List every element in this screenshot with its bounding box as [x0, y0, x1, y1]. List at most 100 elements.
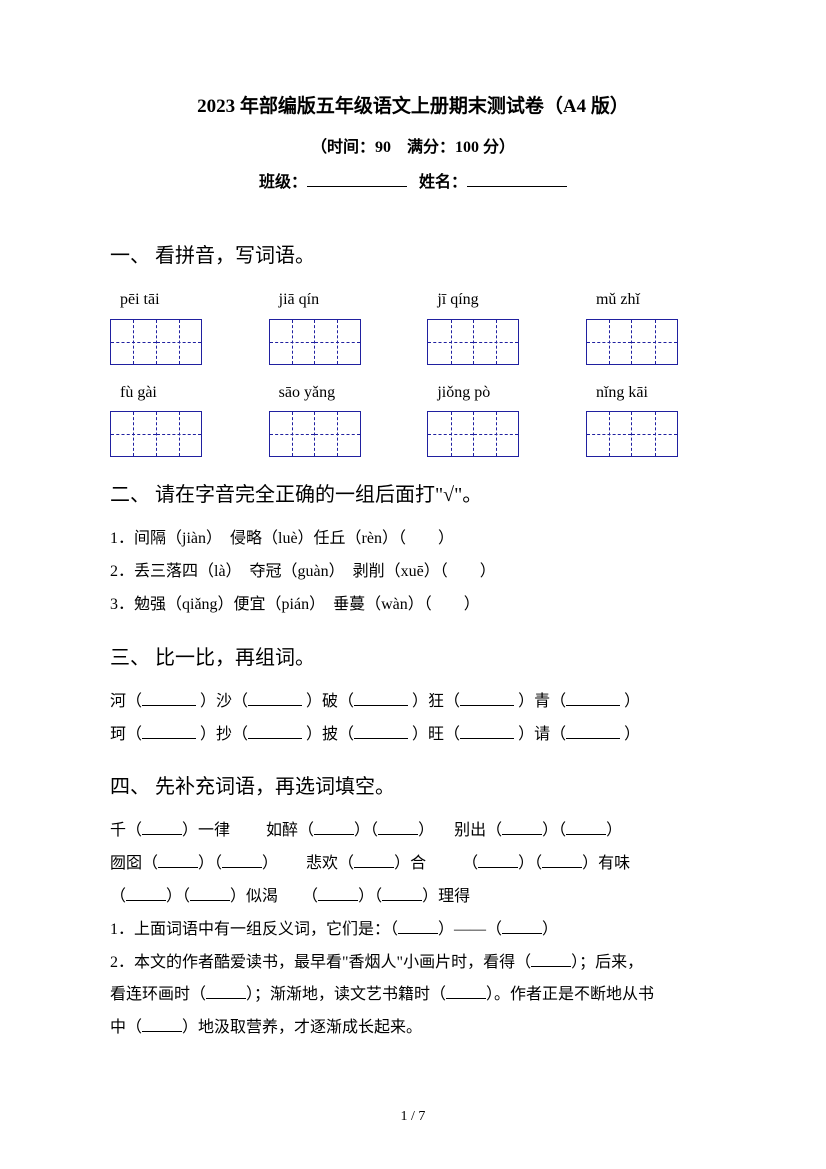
- char-grid[interactable]: [110, 319, 202, 365]
- text: 2．本文的作者酷爱读书，最早看"香烟人"小画片时，看得（: [110, 954, 531, 971]
- text: ）（: [358, 888, 382, 905]
- section2-item: 1．间隔（jiàn） 侵略（luè）任丘（rèn）（ ）: [110, 525, 716, 554]
- fill-blank[interactable]: [222, 854, 262, 868]
- fill-blank[interactable]: [142, 691, 196, 705]
- text: ）狂（: [412, 693, 460, 710]
- fill-blank[interactable]: [126, 887, 166, 901]
- fill-blank[interactable]: [190, 887, 230, 901]
- fill-blank[interactable]: [566, 821, 606, 835]
- fill-blank[interactable]: [314, 821, 354, 835]
- char-grid[interactable]: [586, 319, 678, 365]
- section4-q2a: 2．本文的作者酷爱读书，最早看"香烟人"小画片时，看得（ ）；后来，: [110, 949, 716, 978]
- fill-blank[interactable]: [142, 724, 196, 738]
- text: ）（: [542, 822, 566, 839]
- name-label: 姓名：: [419, 174, 467, 191]
- char-grid[interactable]: [427, 411, 519, 457]
- fill-blank[interactable]: [566, 691, 620, 705]
- text: （: [302, 888, 318, 905]
- char-grid[interactable]: [427, 319, 519, 365]
- fill-blank[interactable]: [460, 724, 514, 738]
- pinyin-row-1: pēi tāi jiā qín jī qíng mǔ zhǐ: [110, 286, 716, 365]
- class-blank[interactable]: [307, 171, 407, 187]
- text: ）（: [198, 855, 222, 872]
- text: 珂（: [110, 726, 142, 743]
- section4-line1: 千（）一律 如醉（）（） 别出（）（）: [110, 817, 716, 846]
- pinyin-label: pēi tāi: [110, 286, 240, 315]
- pinyin-label: nǐng kāi: [586, 379, 716, 408]
- fill-blank[interactable]: [158, 854, 198, 868]
- char-grid[interactable]: [110, 411, 202, 457]
- section2-item: 3．勉强（qiǎng）便宜（pián） 垂蔓（wàn）（ ）: [110, 591, 716, 620]
- text: ）似渴: [230, 888, 278, 905]
- text: ）青（: [518, 693, 566, 710]
- text: ）（: [166, 888, 190, 905]
- section1-title: 一、 看拼音，写词语。: [110, 238, 716, 274]
- section4-title: 四、 先补充词语，再选词填空。: [110, 769, 716, 805]
- pinyin-item: mǔ zhǐ: [586, 286, 716, 365]
- text: 悲欢（: [306, 855, 354, 872]
- text: ）——（: [438, 921, 502, 938]
- text: ）一律: [182, 822, 230, 839]
- fill-blank[interactable]: [398, 919, 438, 933]
- fill-blank[interactable]: [531, 952, 571, 966]
- fill-blank[interactable]: [378, 821, 418, 835]
- fill-blank[interactable]: [542, 854, 582, 868]
- text: 千（: [110, 822, 142, 839]
- text: 别出（: [454, 822, 502, 839]
- fill-blank[interactable]: [566, 724, 620, 738]
- fill-blank[interactable]: [248, 691, 302, 705]
- section4-line3: （ ）（ ）似渴 （ ）（ ）理得: [110, 883, 716, 912]
- fill-blank[interactable]: [446, 985, 486, 999]
- fill-blank[interactable]: [354, 724, 408, 738]
- pinyin-label: jiā qín: [269, 286, 399, 315]
- text: ）地汲取营养，才逐渐成长起来。: [182, 1019, 422, 1036]
- char-grid[interactable]: [586, 411, 678, 457]
- char-grid[interactable]: [269, 319, 361, 365]
- text: ）请（: [518, 726, 566, 743]
- text: ）。作者正是不断地从书: [486, 986, 654, 1003]
- fill-blank[interactable]: [248, 724, 302, 738]
- text: ）；后来，: [571, 954, 643, 971]
- pinyin-item: nǐng kāi: [586, 379, 716, 458]
- text: 中（: [110, 1019, 142, 1036]
- fill-blank[interactable]: [318, 887, 358, 901]
- fill-blank[interactable]: [206, 985, 246, 999]
- section3-title: 三、 比一比，再组词。: [110, 640, 716, 676]
- pinyin-row-2: fù gài sāo yǎng jiǒng pò nǐng kāi: [110, 379, 716, 458]
- text: （: [110, 888, 126, 905]
- text: 如醉（: [266, 822, 314, 839]
- fill-blank[interactable]: [502, 919, 542, 933]
- class-label: 班级：: [259, 174, 307, 191]
- fill-blank[interactable]: [354, 691, 408, 705]
- fill-blank[interactable]: [478, 854, 518, 868]
- page-title: 2023 年部编版五年级语文上册期末测试卷（A4 版）: [110, 90, 716, 124]
- pinyin-item: jiā qín: [269, 286, 399, 365]
- section4-q2b: 看连环画时（）；渐渐地，读文艺书籍时（）。作者正是不断地从书: [110, 981, 716, 1010]
- text: ）（: [354, 822, 378, 839]
- text: 河（: [110, 693, 142, 710]
- text: 看连环画时（: [110, 986, 206, 1003]
- fill-blank[interactable]: [382, 887, 422, 901]
- text: ）理得: [422, 888, 470, 905]
- section3-row1: 河（ ）沙（ ）破（ ）狂（ ）青（ ）: [110, 688, 716, 717]
- pinyin-item: jiǒng pò: [427, 379, 557, 458]
- text: ）合: [394, 855, 426, 872]
- fill-blank[interactable]: [502, 821, 542, 835]
- page-footer: 1 / 7: [0, 1104, 826, 1129]
- fill-blank[interactable]: [142, 1018, 182, 1032]
- pinyin-label: fù gài: [110, 379, 240, 408]
- fill-blank[interactable]: [142, 821, 182, 835]
- text: （: [462, 855, 478, 872]
- section4-line2: 囫囵（）（） 悲欢（）合 （）（）有味: [110, 850, 716, 879]
- fill-blank[interactable]: [460, 691, 514, 705]
- fill-blank[interactable]: [354, 854, 394, 868]
- text: ）: [606, 822, 622, 839]
- pinyin-item: sāo yǎng: [269, 379, 399, 458]
- pinyin-item: fù gài: [110, 379, 240, 458]
- text: 囫囵（: [110, 855, 158, 872]
- char-grid[interactable]: [269, 411, 361, 457]
- name-blank[interactable]: [467, 171, 567, 187]
- text: ）沙（: [200, 693, 248, 710]
- text: ）: [624, 726, 640, 743]
- section4-q1: 1．上面词语中有一组反义词，它们是：（）——（）: [110, 916, 716, 945]
